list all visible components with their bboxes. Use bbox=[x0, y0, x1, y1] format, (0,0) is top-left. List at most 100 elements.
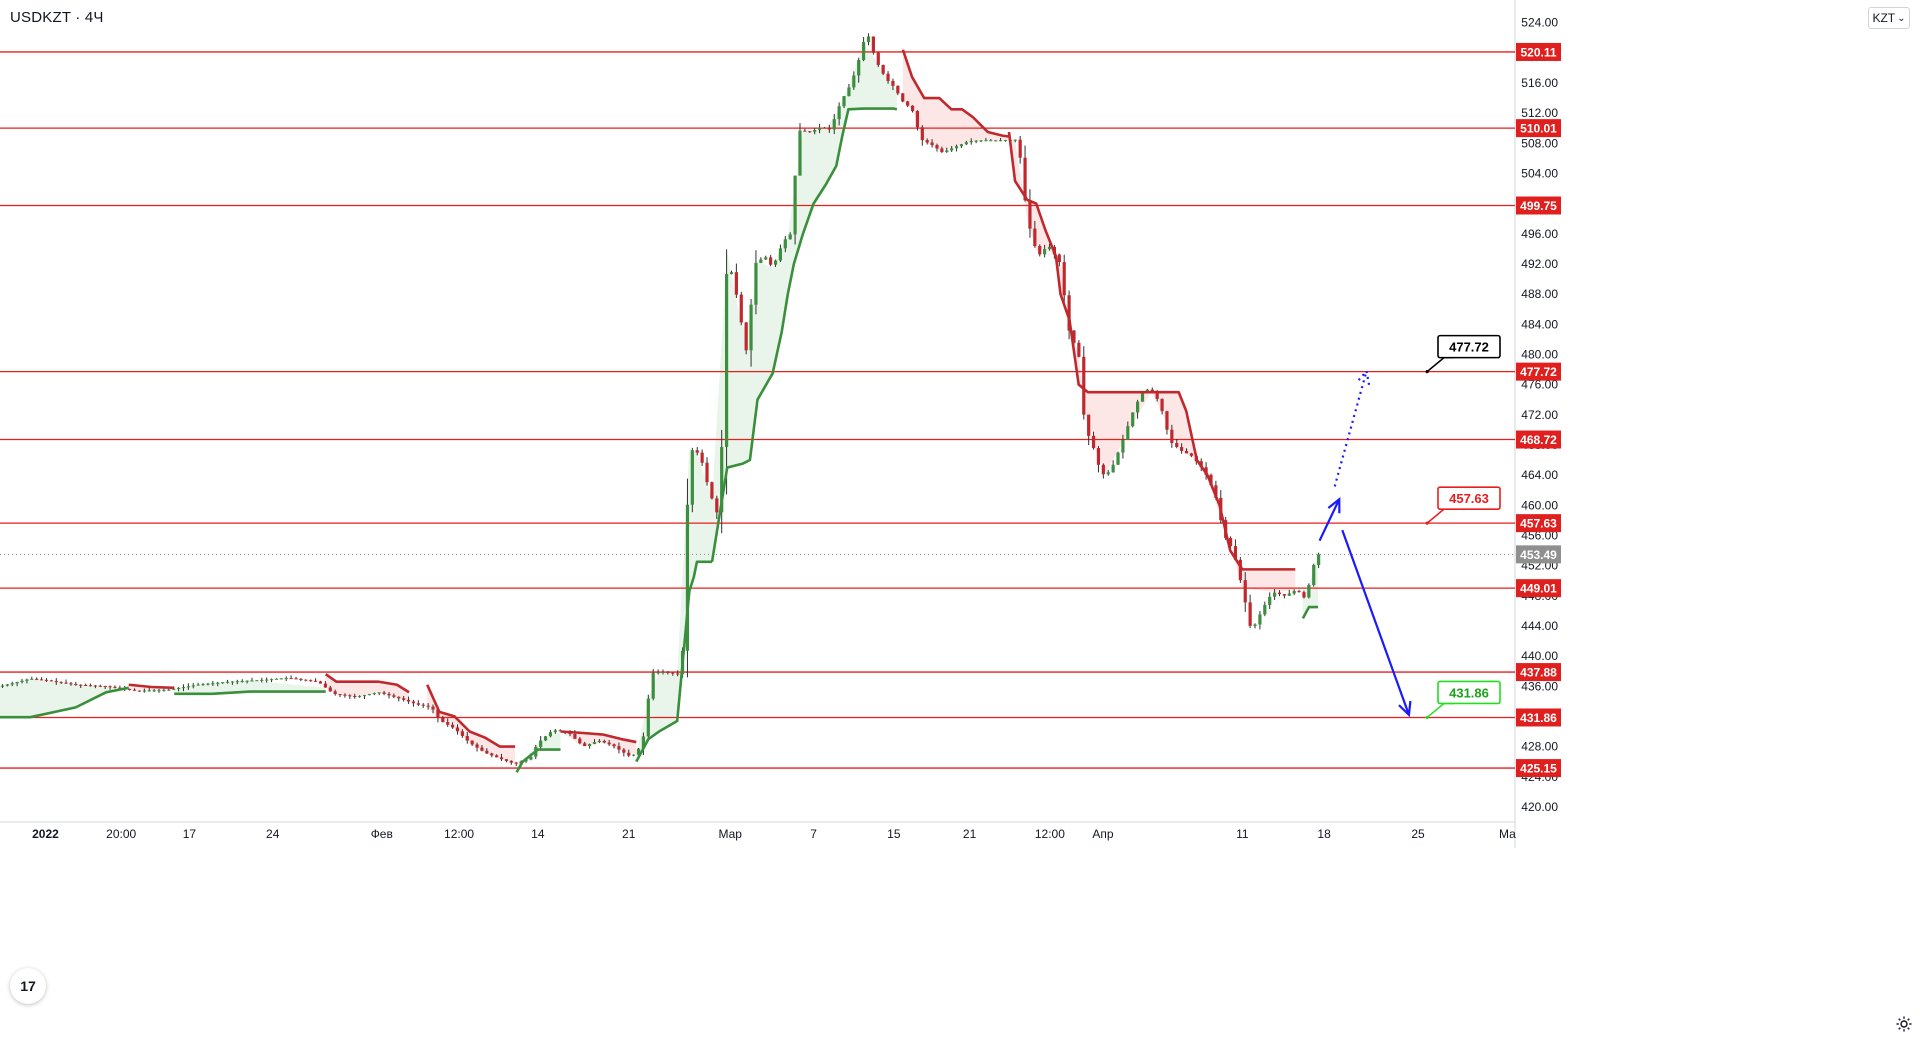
candle-body bbox=[460, 731, 464, 736]
candle-body bbox=[274, 678, 279, 680]
level-price-tag-label: 431.86 bbox=[1520, 711, 1557, 725]
settings-button[interactable] bbox=[1892, 1012, 1916, 1036]
y-tick-label: 492.00 bbox=[1521, 257, 1558, 271]
supertrend-line-down bbox=[901, 49, 1010, 138]
candle-body bbox=[891, 80, 895, 86]
candle-body bbox=[406, 699, 411, 702]
candle-body bbox=[954, 146, 959, 149]
x-tick-label: 12:00 bbox=[444, 827, 474, 841]
candle-body bbox=[1272, 592, 1277, 597]
currency-selector[interactable]: KZT ⌄ bbox=[1868, 7, 1910, 29]
candle-body bbox=[367, 694, 372, 696]
candle-body bbox=[1233, 546, 1238, 560]
candle-body bbox=[1145, 389, 1149, 392]
candle-body bbox=[84, 684, 88, 686]
candle-body bbox=[181, 687, 186, 689]
callout-box bbox=[1437, 486, 1501, 510]
candle-body bbox=[1131, 412, 1135, 427]
price-axis-background bbox=[1516, 0, 1920, 848]
candle-body bbox=[1312, 565, 1316, 586]
candle-body bbox=[901, 93, 905, 102]
candle-body bbox=[450, 724, 455, 728]
level-price-tag bbox=[1516, 759, 1561, 778]
candle-body bbox=[358, 696, 362, 698]
projection-arrowhead bbox=[1398, 700, 1412, 718]
candle-body bbox=[318, 681, 323, 684]
projection-solid-arrow bbox=[1318, 498, 1341, 542]
level-price-tag bbox=[1516, 708, 1561, 727]
candle-body bbox=[402, 698, 406, 700]
y-tick-label: 420.00 bbox=[1521, 800, 1558, 814]
candle-body bbox=[240, 680, 244, 682]
candle-body bbox=[475, 744, 479, 748]
level-price-tag-label: 437.88 bbox=[1520, 666, 1557, 680]
candle-body bbox=[602, 740, 606, 743]
tradingview-logo-icon[interactable]: 17 bbox=[10, 968, 46, 1004]
supertrend-line-up bbox=[174, 690, 326, 696]
logo-text: 17 bbox=[20, 978, 36, 994]
callout-label: 431.86 bbox=[1449, 685, 1489, 700]
candle-body bbox=[1106, 472, 1110, 475]
candle-body bbox=[1057, 254, 1061, 263]
candle-body bbox=[113, 686, 117, 688]
candle-body bbox=[211, 683, 215, 685]
candle-body bbox=[700, 452, 704, 463]
candle-body bbox=[137, 690, 142, 692]
candle-body bbox=[265, 679, 269, 681]
candle-body bbox=[906, 101, 910, 106]
candle-body bbox=[861, 42, 866, 61]
x-tick-label: 12:00 bbox=[1035, 827, 1065, 841]
candle-body bbox=[1067, 295, 1071, 331]
candle-body bbox=[142, 690, 146, 692]
candle-body bbox=[328, 687, 332, 692]
candle-body bbox=[676, 673, 680, 675]
candle-body bbox=[886, 73, 890, 81]
candle-body bbox=[705, 462, 709, 483]
candle-body bbox=[206, 683, 210, 685]
candle-body bbox=[744, 322, 748, 351]
callout-green: 431.86 bbox=[1425, 680, 1501, 720]
candle-body bbox=[1087, 414, 1091, 436]
candle-body bbox=[734, 272, 738, 295]
candle-body bbox=[441, 717, 445, 723]
x-tick-label: Ма bbox=[1499, 827, 1516, 841]
x-tick-label: 2022 bbox=[32, 827, 59, 841]
projection-arrows bbox=[1318, 368, 1412, 718]
candle-body bbox=[397, 696, 401, 699]
supertrend-line-up bbox=[0, 686, 130, 719]
candle-body bbox=[1297, 591, 1301, 593]
candle-body bbox=[837, 106, 841, 120]
y-tick-label: 516.00 bbox=[1521, 76, 1558, 90]
candle-body bbox=[636, 748, 641, 755]
candle-body bbox=[1268, 596, 1272, 605]
candle-body bbox=[989, 140, 993, 142]
supertrend-line-up bbox=[635, 560, 713, 763]
level-price-tags: 520.11 510.01 499.75 477.72 468.72 457.63 449.… bbox=[1516, 42, 1561, 778]
candle-body bbox=[876, 52, 880, 65]
candle-body bbox=[514, 762, 518, 764]
candle-body bbox=[729, 272, 734, 275]
candle-body bbox=[979, 140, 983, 142]
candle-body bbox=[333, 691, 337, 695]
y-tick-label: 496.00 bbox=[1521, 227, 1558, 241]
candle-body bbox=[465, 735, 469, 741]
level-price-tag bbox=[1516, 579, 1561, 598]
candle-body bbox=[504, 759, 509, 761]
candle-body bbox=[225, 681, 230, 683]
level-price-tag-label: 477.72 bbox=[1520, 365, 1557, 379]
candle-body bbox=[935, 145, 939, 149]
candle-body bbox=[1028, 200, 1032, 229]
candle-body bbox=[690, 450, 694, 505]
candle-body bbox=[871, 36, 875, 53]
candle-body bbox=[309, 680, 313, 682]
y-tick-label: 460.00 bbox=[1521, 498, 1558, 512]
candle-body bbox=[426, 705, 430, 707]
level-price-tag-label: 457.63 bbox=[1520, 517, 1557, 531]
x-tick-label: 21 bbox=[963, 827, 977, 841]
x-tick-label: 7 bbox=[810, 827, 817, 841]
candle-body bbox=[553, 730, 557, 733]
candle-body bbox=[118, 687, 122, 689]
callout-red: 457.63 bbox=[1425, 486, 1501, 525]
